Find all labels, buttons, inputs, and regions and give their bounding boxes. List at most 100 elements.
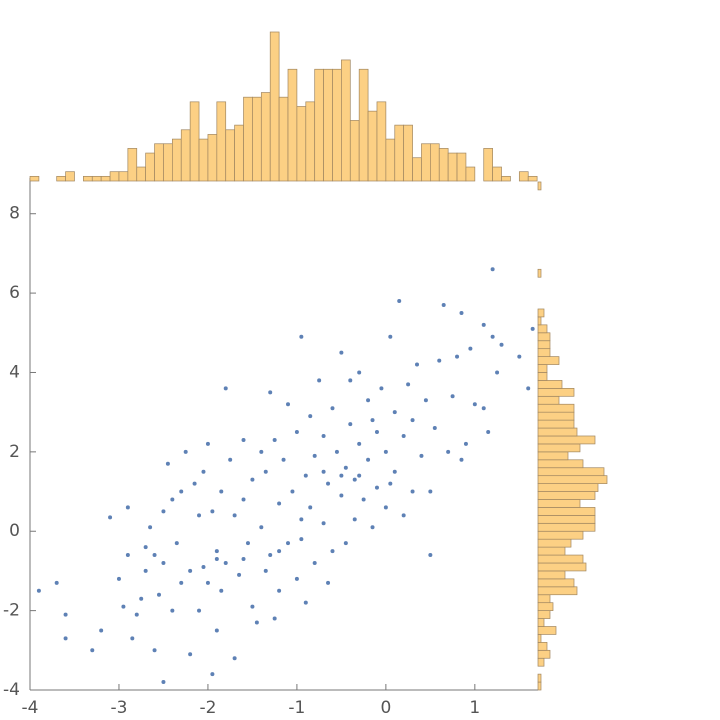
histogram-bar	[537, 443, 581, 453]
point	[148, 525, 153, 530]
point	[63, 636, 68, 641]
x-tick-label: -1	[288, 698, 305, 718]
point	[468, 346, 473, 351]
histogram-bar	[483, 148, 493, 182]
point	[125, 553, 130, 558]
point	[472, 402, 477, 407]
histogram-bar	[323, 68, 333, 182]
point	[161, 680, 166, 685]
histogram-bar	[537, 618, 545, 627]
histogram-bar	[394, 124, 405, 182]
point	[330, 549, 335, 554]
histogram-bar	[537, 570, 566, 580]
point	[170, 608, 175, 613]
point	[54, 580, 59, 585]
point	[165, 461, 170, 466]
point	[517, 354, 522, 359]
histogram-bar	[537, 332, 551, 342]
histogram-bar	[537, 538, 572, 548]
point	[134, 612, 139, 617]
point	[259, 449, 264, 454]
histogram-bar	[492, 166, 502, 182]
point	[188, 652, 193, 657]
point	[343, 465, 348, 470]
histogram-bar	[537, 602, 554, 611]
point	[343, 541, 348, 546]
point	[321, 469, 326, 474]
histogram-bar	[421, 143, 431, 182]
point	[455, 354, 460, 359]
histogram-bar	[127, 148, 138, 182]
point	[143, 568, 148, 573]
histogram-bar	[537, 427, 578, 437]
point	[210, 509, 215, 514]
point	[179, 580, 184, 585]
point	[419, 453, 424, 458]
histogram-bar	[537, 348, 551, 357]
point	[254, 620, 259, 625]
point	[263, 469, 268, 474]
point	[392, 410, 397, 415]
point	[121, 604, 126, 609]
histogram-bar	[537, 308, 545, 318]
histogram-bar	[163, 143, 173, 182]
x-tick-label: -4	[22, 698, 39, 718]
point	[241, 557, 246, 562]
point	[530, 326, 535, 331]
histogram-bar	[207, 134, 218, 182]
point	[281, 457, 286, 462]
point	[392, 469, 397, 474]
point	[210, 672, 215, 677]
point	[401, 513, 406, 518]
point	[192, 481, 197, 486]
point	[370, 418, 375, 423]
histogram-bar	[537, 491, 596, 500]
point	[366, 457, 371, 462]
point	[397, 299, 402, 304]
histogram-bar	[412, 157, 422, 182]
histogram-bar	[385, 138, 396, 182]
point	[268, 553, 273, 558]
point	[214, 557, 219, 562]
point	[232, 656, 237, 661]
point	[201, 469, 206, 474]
histogram-bar	[537, 459, 584, 469]
point	[499, 342, 504, 347]
point	[308, 414, 313, 419]
point	[339, 493, 344, 498]
y-tick-label: -2	[3, 601, 20, 621]
point	[139, 596, 144, 601]
point	[495, 370, 500, 375]
histogram-bar	[109, 171, 120, 182]
histogram-bar	[216, 101, 227, 182]
point	[299, 517, 304, 522]
point	[214, 549, 219, 554]
histogram-bar	[537, 562, 587, 572]
histogram-bar	[287, 68, 298, 182]
point	[152, 553, 157, 558]
point	[361, 497, 366, 502]
histogram-bar	[527, 175, 538, 182]
point	[205, 580, 210, 585]
point	[379, 386, 384, 391]
histogram-bar	[260, 92, 271, 182]
histogram-bar	[537, 388, 575, 397]
y-tick-label: 6	[9, 283, 20, 303]
point	[294, 576, 299, 581]
point	[432, 426, 437, 431]
histogram-bar	[537, 522, 596, 532]
point	[370, 525, 375, 530]
histogram-bar	[171, 138, 182, 182]
histogram-bar	[341, 59, 351, 182]
y-tick-label: 4	[9, 362, 20, 382]
point	[232, 513, 237, 518]
histogram-bar	[537, 594, 551, 604]
histogram-bar	[154, 143, 164, 182]
histogram-bar	[537, 364, 548, 373]
y-tick-label: 8	[9, 204, 20, 224]
point	[268, 390, 273, 395]
point	[219, 489, 224, 494]
point	[330, 406, 335, 411]
point	[286, 541, 291, 546]
